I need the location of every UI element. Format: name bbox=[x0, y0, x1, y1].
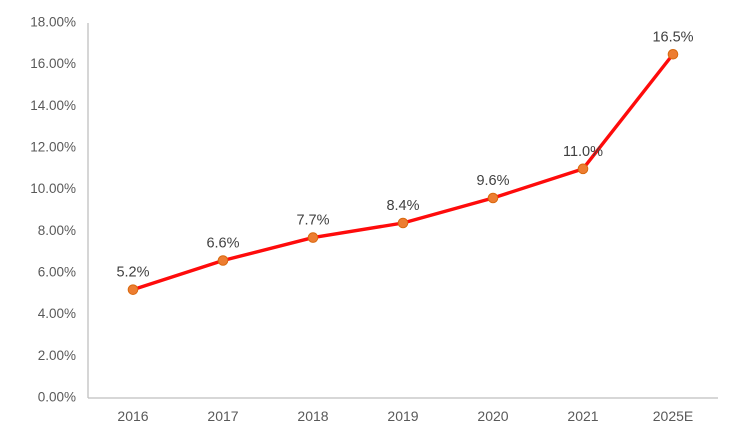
x-axis-tick-label: 2025E bbox=[653, 408, 693, 424]
y-axis-tick-label: 12.00% bbox=[30, 140, 76, 155]
data-point-label: 5.2% bbox=[116, 265, 149, 281]
data-point-marker bbox=[667, 48, 679, 60]
y-axis-tick-label: 18.00% bbox=[30, 15, 76, 30]
data-point-marker bbox=[487, 192, 499, 204]
x-axis-tick-label: 2021 bbox=[567, 408, 598, 424]
y-axis-tick-label: 0.00% bbox=[38, 390, 76, 405]
data-point-marker bbox=[127, 284, 139, 295]
y-axis-tick-label: 10.00% bbox=[30, 181, 76, 196]
data-point-label: 11.0% bbox=[563, 144, 603, 160]
data-point-label: 8.4% bbox=[386, 198, 419, 214]
x-axis-tick-label: 2018 bbox=[297, 408, 328, 424]
series-line bbox=[131, 52, 675, 292]
y-axis-tick-label: 8.00% bbox=[38, 223, 76, 238]
x-axis-tick-label: 2016 bbox=[117, 408, 148, 424]
y-axis-tick-label: 4.00% bbox=[38, 306, 76, 321]
x-axis-tick-label: 2019 bbox=[387, 408, 418, 424]
data-point-marker bbox=[217, 255, 229, 266]
data-point-marker bbox=[307, 232, 319, 243]
y-axis-tick-label: 16.00% bbox=[30, 56, 76, 71]
x-axis-tick-label: 2017 bbox=[207, 408, 238, 424]
data-point-marker bbox=[577, 163, 589, 175]
data-point-label: 9.6% bbox=[476, 173, 509, 189]
y-axis-tick-label: 2.00% bbox=[38, 348, 76, 363]
data-point-marker bbox=[397, 217, 409, 229]
y-axis-tick-label: 14.00% bbox=[30, 98, 76, 113]
data-point-label: 7.7% bbox=[296, 213, 329, 229]
data-point-label: 16.5% bbox=[652, 29, 693, 45]
data-point-label: 6.6% bbox=[206, 236, 239, 252]
y-axis-tick-label: 6.00% bbox=[38, 265, 76, 280]
x-axis-tick-label: 2020 bbox=[477, 408, 508, 424]
